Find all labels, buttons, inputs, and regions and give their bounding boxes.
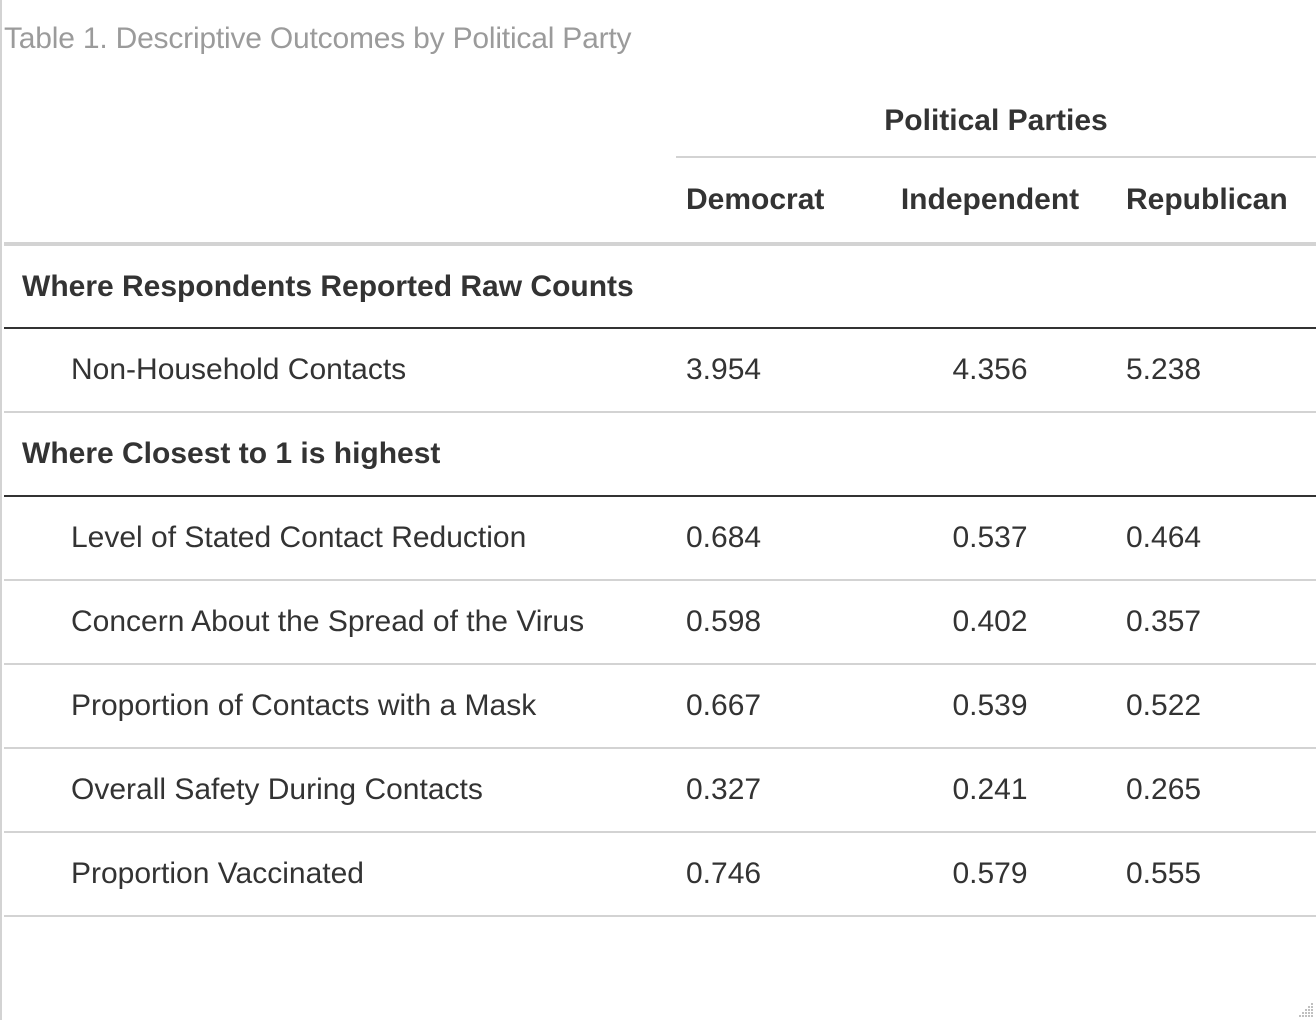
stub-header — [4, 158, 674, 246]
row-label: Overall Safety During Contacts — [4, 748, 674, 833]
row-label: Concern About the Spread of the Virus — [4, 580, 674, 665]
group-row-closest-to-one: Where Closest to 1 is highest — [4, 412, 1316, 497]
spanner-header-row: Political Parties — [4, 84, 1316, 158]
cell-republican: 0.357 — [1114, 580, 1316, 665]
cell-republican: 0.555 — [1114, 832, 1316, 917]
table-row: Concern About the Spread of the Virus 0.… — [4, 580, 1316, 665]
cell-independent: 0.539 — [874, 664, 1114, 749]
row-label: Proportion of Contacts with a Mask — [4, 664, 674, 749]
outcomes-table: Political Parties Democrat Independent R… — [4, 84, 1316, 917]
table-row: Overall Safety During Contacts 0.327 0.2… — [4, 748, 1316, 833]
cell-republican: 0.464 — [1114, 496, 1316, 581]
cell-republican: 5.238 — [1114, 328, 1316, 413]
cell-republican: 0.265 — [1114, 748, 1316, 833]
row-label: Non-Household Contacts — [4, 328, 674, 413]
cell-independent: 0.241 — [874, 748, 1114, 833]
table-row: Level of Stated Contact Reduction 0.684 … — [4, 496, 1316, 581]
table-row: Proportion of Contacts with a Mask 0.667… — [4, 664, 1316, 749]
column-spanner: Political Parties — [674, 84, 1316, 158]
cell-democrat: 0.667 — [674, 664, 874, 749]
cell-independent: 0.579 — [874, 832, 1114, 917]
table-caption: Table 1. Descriptive Outcomes by Politic… — [4, 22, 632, 55]
cell-democrat: 0.684 — [674, 496, 874, 581]
column-spanner-label: Political Parties — [884, 104, 1108, 137]
cell-democrat: 3.954 — [674, 328, 874, 413]
cell-independent: 4.356 — [874, 328, 1114, 413]
column-header-row: Democrat Independent Republican — [4, 158, 1316, 246]
row-label: Proportion Vaccinated — [4, 832, 674, 917]
stub-header-spanner — [4, 84, 674, 158]
spanner-rule — [676, 156, 1316, 158]
group-label: Where Respondents Reported Raw Counts — [4, 244, 1316, 329]
cell-independent: 0.537 — [874, 496, 1114, 581]
cell-democrat: 0.327 — [674, 748, 874, 833]
table-row: Non-Household Contacts 3.954 4.356 5.238 — [4, 328, 1316, 413]
group-label: Where Closest to 1 is highest — [4, 412, 1316, 497]
resize-handle-icon[interactable] — [1298, 1002, 1314, 1018]
cell-republican: 0.522 — [1114, 664, 1316, 749]
cell-democrat: 0.746 — [674, 832, 874, 917]
cell-independent: 0.402 — [874, 580, 1114, 665]
group-row-raw-counts: Where Respondents Reported Raw Counts — [4, 244, 1316, 329]
column-header-independent: Independent — [874, 158, 1114, 246]
row-label: Level of Stated Contact Reduction — [4, 496, 674, 581]
column-header-democrat: Democrat — [674, 158, 874, 246]
column-header-republican: Republican — [1114, 158, 1316, 246]
cell-democrat: 0.598 — [674, 580, 874, 665]
table-row: Proportion Vaccinated 0.746 0.579 0.555 — [4, 832, 1316, 917]
